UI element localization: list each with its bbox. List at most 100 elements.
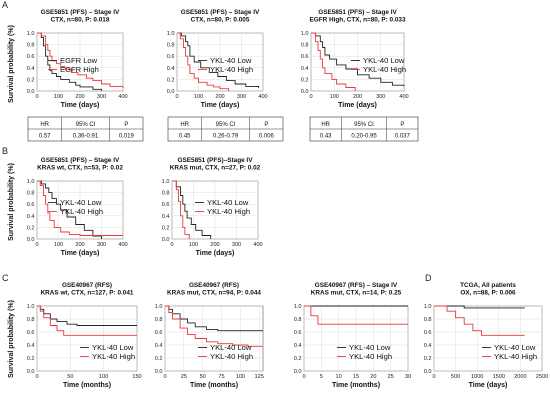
- legend-entry: EGFR Low: [60, 56, 98, 65]
- survival-curve-high: [311, 32, 356, 91]
- chart-title-line: CTX, n=80, P: 0.018: [51, 17, 110, 24]
- chart-title-line: CTX, n=80, P: 0.005: [191, 17, 250, 24]
- panel-letter-b: B: [2, 146, 8, 156]
- y-tick-label: 0.8: [27, 43, 35, 49]
- x-tick-label: 0: [35, 374, 38, 380]
- legend-entry: YKL-40 Low: [349, 343, 391, 352]
- survival-curve-low: [37, 180, 102, 239]
- survival-curve-high: [177, 32, 230, 91]
- x-tick-label: 100: [330, 94, 339, 100]
- survival-curve-high: [37, 180, 123, 236]
- x-tick-label: 200: [75, 242, 84, 248]
- y-tick-label: 0.2: [424, 356, 432, 362]
- panel-letter-d: D: [425, 273, 432, 283]
- y-tick-label: 0.8: [167, 43, 175, 49]
- chart-title-line: KRAS mut, CTX, n=27, P: 0.02: [170, 165, 261, 172]
- legend-entry: YKL-40 Low: [60, 198, 102, 207]
- y-tick-label: 1.0: [294, 304, 302, 310]
- x-tick-label: 300: [97, 94, 106, 100]
- survival-curve-high: [37, 305, 137, 336]
- x-tick-label: 0: [35, 242, 38, 248]
- y-tick-label: 0.8: [27, 317, 35, 323]
- y-tick-label: 0.6: [301, 54, 309, 60]
- survival-curve-low: [37, 32, 102, 91]
- hr-table-value: 0.43: [320, 134, 332, 140]
- hr-table-value: 0.26-0.79: [213, 134, 239, 140]
- x-tick-label: 1500: [493, 374, 505, 380]
- hr-table-header: P: [400, 122, 404, 128]
- y-tick-label: 0.4: [301, 66, 309, 72]
- y-tick-label: 0.0: [162, 237, 170, 243]
- x-tick-label: 100: [54, 94, 63, 100]
- y-tick-label: 0.4: [27, 343, 35, 349]
- y-tick-label: 0.0: [27, 89, 35, 95]
- x-tick-label: 0: [163, 374, 166, 380]
- x-tick-label: 150: [132, 374, 141, 380]
- x-axis-label: Time (months): [332, 382, 380, 389]
- hr-table-value: 0.45: [179, 134, 191, 140]
- y-tick-label: 0.6: [27, 202, 35, 208]
- survival-curve-low: [177, 32, 260, 89]
- x-tick-label: 50: [67, 374, 73, 380]
- survival-curve-low: [37, 305, 137, 326]
- legend-entry: YKL-40 Low: [210, 56, 252, 65]
- chart-title-line: GSE5851 (PFS)–Stage IV: [178, 157, 254, 164]
- x-tick-label: 0: [432, 374, 435, 380]
- x-tick-label: 400: [399, 94, 408, 100]
- x-tick-label: 500: [451, 374, 460, 380]
- y-axis-label-c: Survival probability (%): [8, 300, 15, 378]
- x-tick-label: 50: [200, 374, 206, 380]
- x-tick-label: 2000: [514, 374, 526, 380]
- x-axis-label: Time (days): [338, 102, 377, 109]
- legend-entry: YKL-40 Low: [210, 343, 252, 352]
- y-tick-label: 0.2: [27, 77, 35, 83]
- y-tick-label: 0.4: [424, 343, 432, 349]
- x-tick-label: 100: [236, 374, 245, 380]
- x-tick-label: 300: [237, 94, 246, 100]
- survival-curve-high: [304, 305, 408, 325]
- y-tick-label: 0.4: [27, 214, 35, 220]
- x-tick-label: 15: [353, 374, 359, 380]
- chart-title-line: TCGA, All patients: [460, 282, 516, 289]
- chart-title-line: KRAS wt, CTX, n=53, P: 0.02: [37, 165, 123, 172]
- y-tick-label: 1.0: [27, 304, 35, 310]
- legend-entry: YKL-40 High: [349, 352, 392, 361]
- y-tick-label: 0.0: [27, 237, 35, 243]
- hr-table-header: 95% CI: [216, 122, 236, 128]
- y-tick-label: 0.0: [167, 89, 175, 95]
- legend-entry: YKL-40 High: [210, 352, 253, 361]
- hr-table-value: 0.57: [39, 134, 51, 140]
- x-tick-label: 2500: [536, 374, 548, 380]
- hr-table-header: HR: [321, 122, 330, 128]
- y-tick-label: 0.6: [162, 202, 170, 208]
- hr-table-header: 95% CI: [76, 122, 96, 128]
- y-tick-label: 0.4: [155, 343, 163, 349]
- x-tick-label: 300: [232, 242, 241, 248]
- legend-entry: YKL-40 High: [92, 352, 135, 361]
- hr-table-header: HR: [180, 122, 189, 128]
- survival-curve-high: [172, 180, 190, 239]
- y-tick-label: 0.2: [162, 225, 170, 231]
- legend-entry: YKL-40 Low: [494, 343, 536, 352]
- y-tick-label: 1.0: [27, 179, 35, 185]
- y-tick-label: 0.6: [27, 330, 35, 336]
- panel-letters: A B C D: [2, 0, 432, 283]
- x-tick-label: 200: [353, 94, 362, 100]
- x-tick-label: 125: [255, 374, 264, 380]
- y-tick-label: 1.0: [155, 304, 163, 310]
- legend-entry: YKL-40 High: [60, 207, 103, 216]
- y-axis-label-b: Survival probability (%): [8, 163, 15, 241]
- y-tick-label: 0.6: [155, 330, 163, 336]
- chart-title-line: GSE5851 (PFS) – Stage IV: [181, 9, 260, 16]
- y-tick-label: 0.8: [162, 191, 170, 197]
- y-tick-label: 0.6: [167, 54, 175, 60]
- x-tick-label: 75: [218, 374, 224, 380]
- x-tick-label: 30: [405, 374, 411, 380]
- hr-table-value: 0.037: [395, 134, 411, 140]
- hr-table-value: 0.20-0.95: [351, 134, 377, 140]
- x-tick-label: 25: [388, 374, 394, 380]
